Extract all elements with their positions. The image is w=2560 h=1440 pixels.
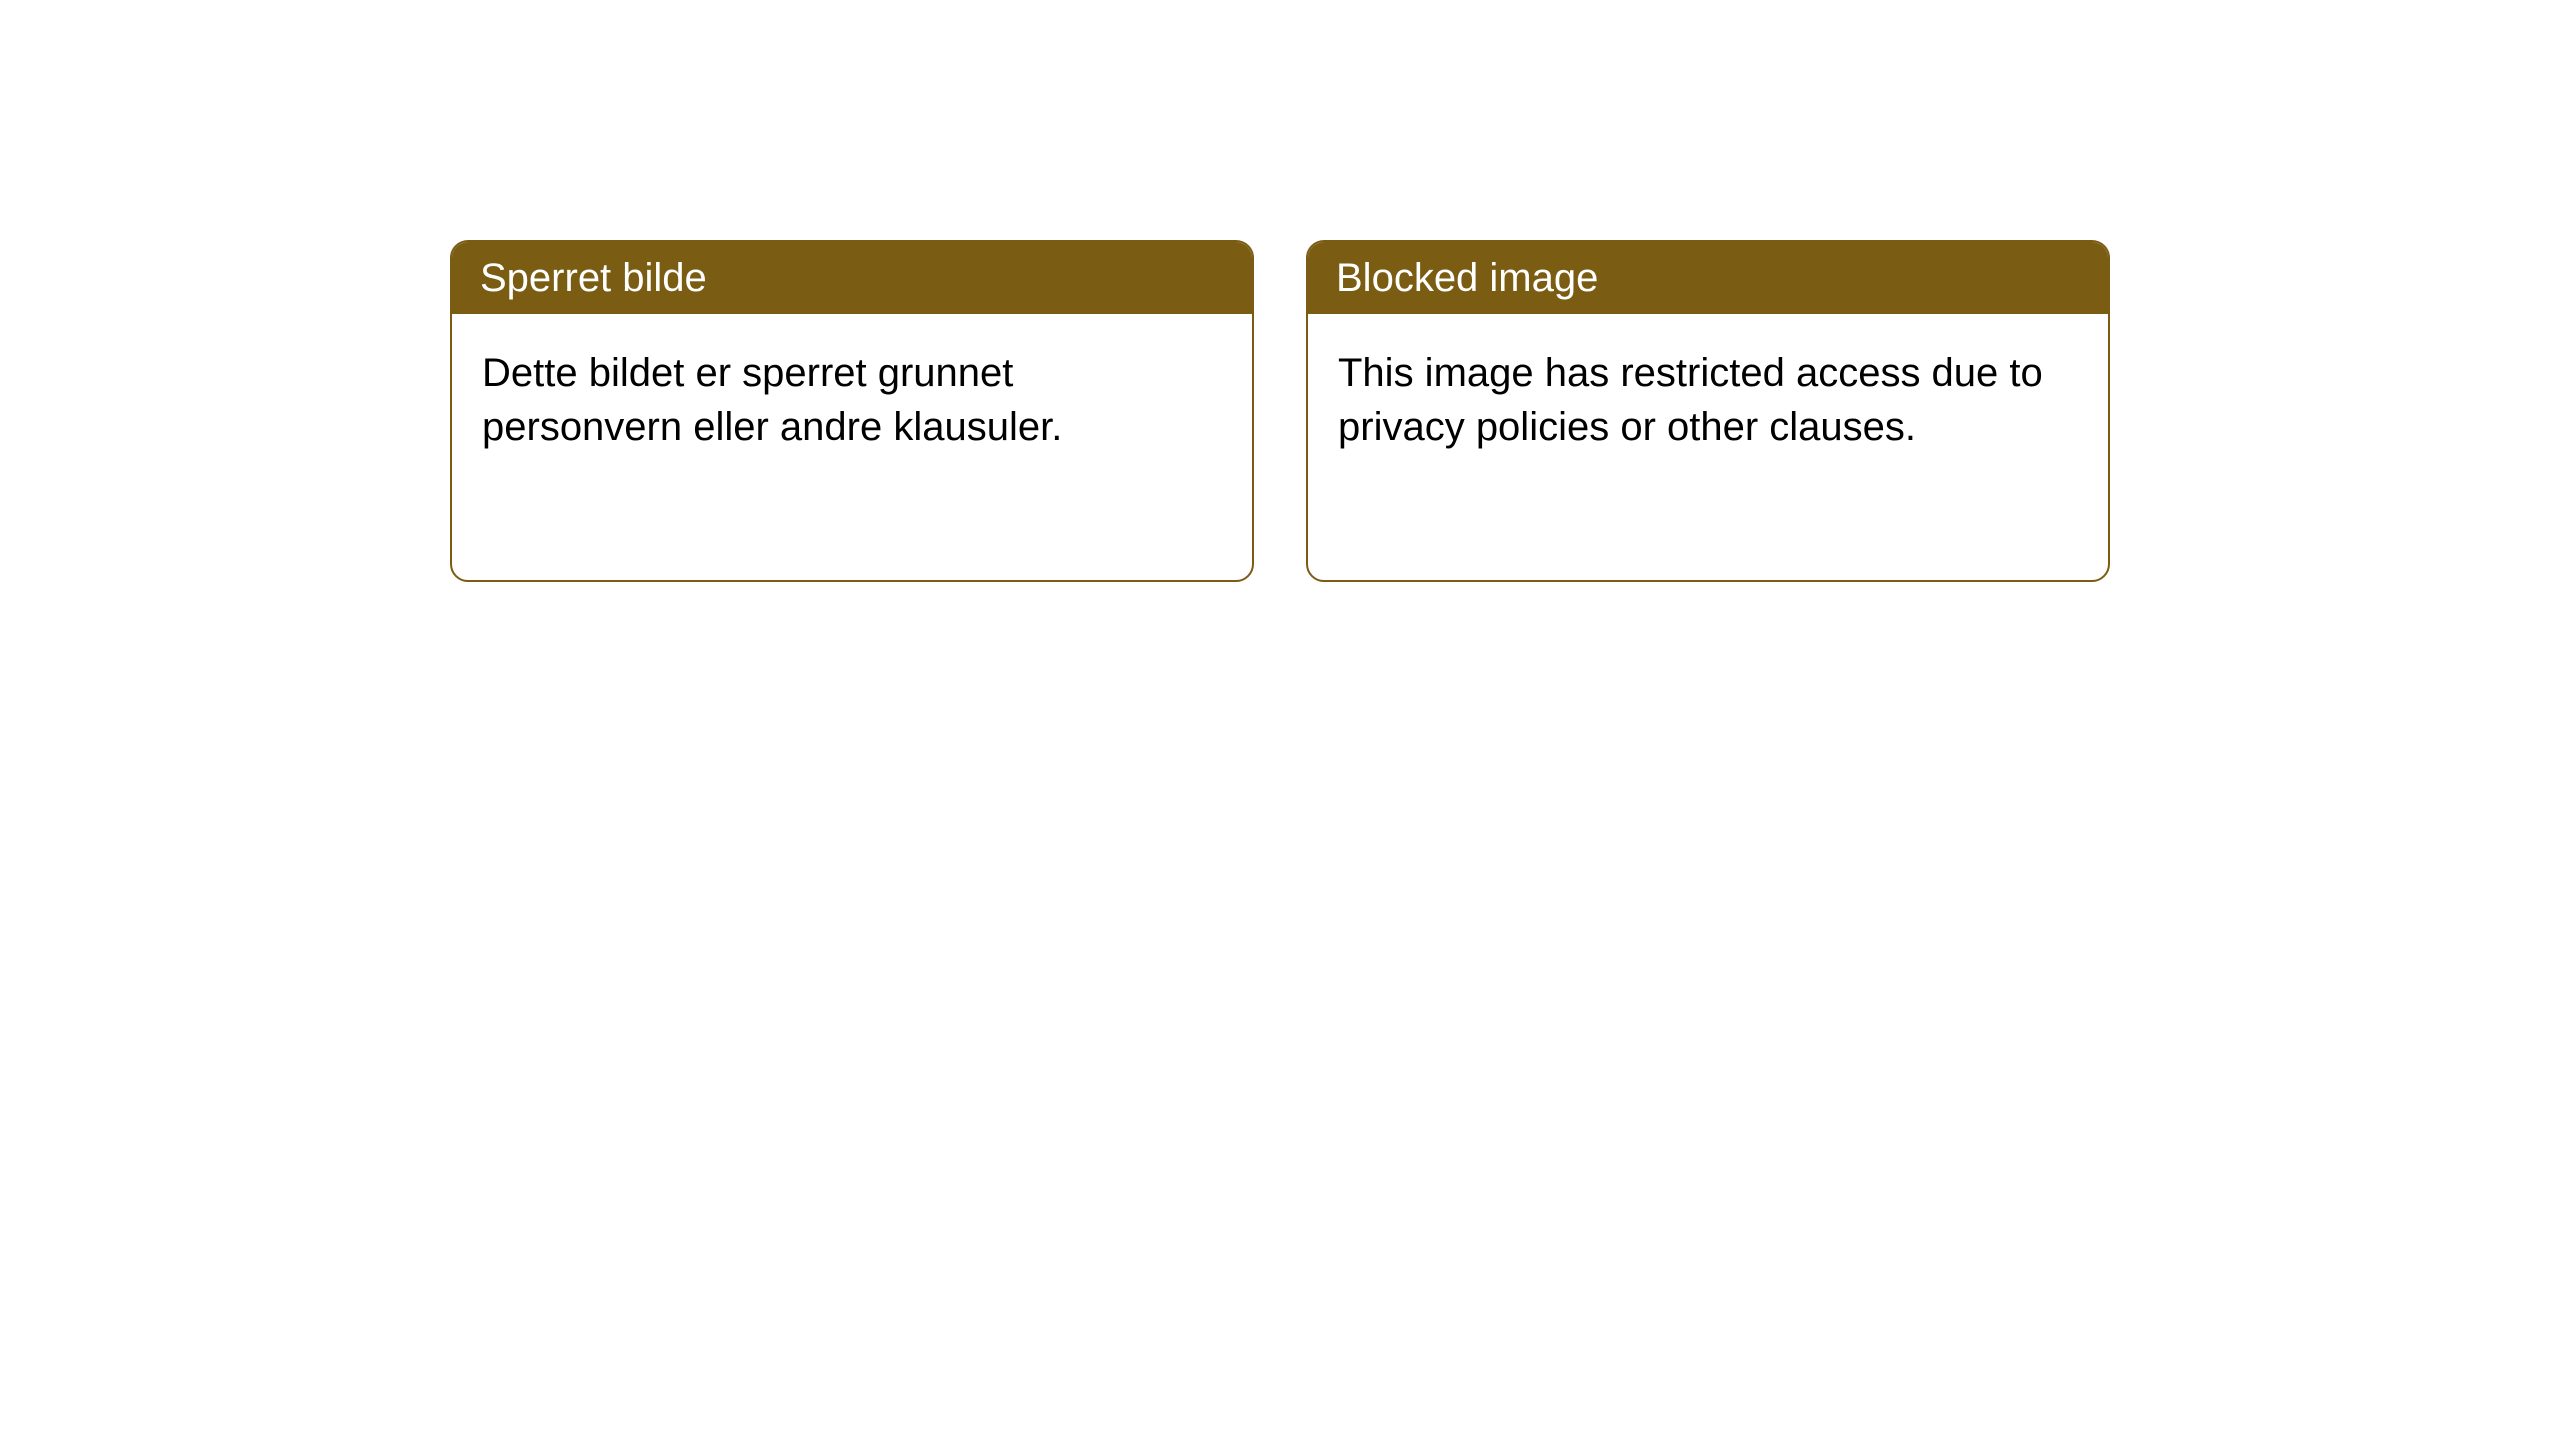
card-header-en: Blocked image	[1308, 242, 2108, 314]
blocked-image-card-en: Blocked image This image has restricted …	[1306, 240, 2110, 582]
card-message-en: This image has restricted access due to …	[1338, 351, 2043, 449]
card-message-no: Dette bildet er sperret grunnet personve…	[482, 351, 1062, 449]
card-header-no: Sperret bilde	[452, 242, 1252, 314]
card-title-en: Blocked image	[1336, 256, 1598, 300]
blocked-image-card-no: Sperret bilde Dette bildet er sperret gr…	[450, 240, 1254, 582]
blocked-image-cards: Sperret bilde Dette bildet er sperret gr…	[450, 240, 2110, 582]
card-body-no: Dette bildet er sperret grunnet personve…	[452, 314, 1252, 486]
card-body-en: This image has restricted access due to …	[1308, 314, 2108, 486]
card-title-no: Sperret bilde	[480, 256, 707, 300]
